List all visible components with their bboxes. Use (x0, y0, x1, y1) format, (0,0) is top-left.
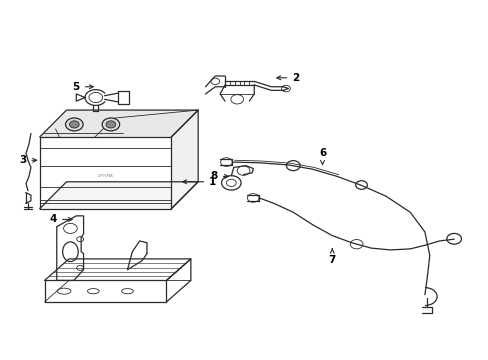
Text: 5: 5 (73, 82, 93, 92)
Text: 8: 8 (210, 171, 228, 181)
Text: 1: 1 (183, 177, 216, 187)
Text: 7: 7 (328, 249, 335, 265)
Text: 4: 4 (50, 215, 72, 224)
Polygon shape (40, 110, 198, 137)
Circle shape (106, 121, 116, 128)
Polygon shape (40, 182, 198, 209)
Polygon shape (171, 110, 198, 209)
Text: OPTIMA: OPTIMA (98, 174, 113, 179)
Text: 2: 2 (276, 73, 299, 83)
Text: 3: 3 (19, 155, 37, 165)
Circle shape (69, 121, 79, 128)
Text: 6: 6 (318, 148, 325, 165)
Circle shape (65, 118, 83, 131)
Circle shape (102, 118, 120, 131)
